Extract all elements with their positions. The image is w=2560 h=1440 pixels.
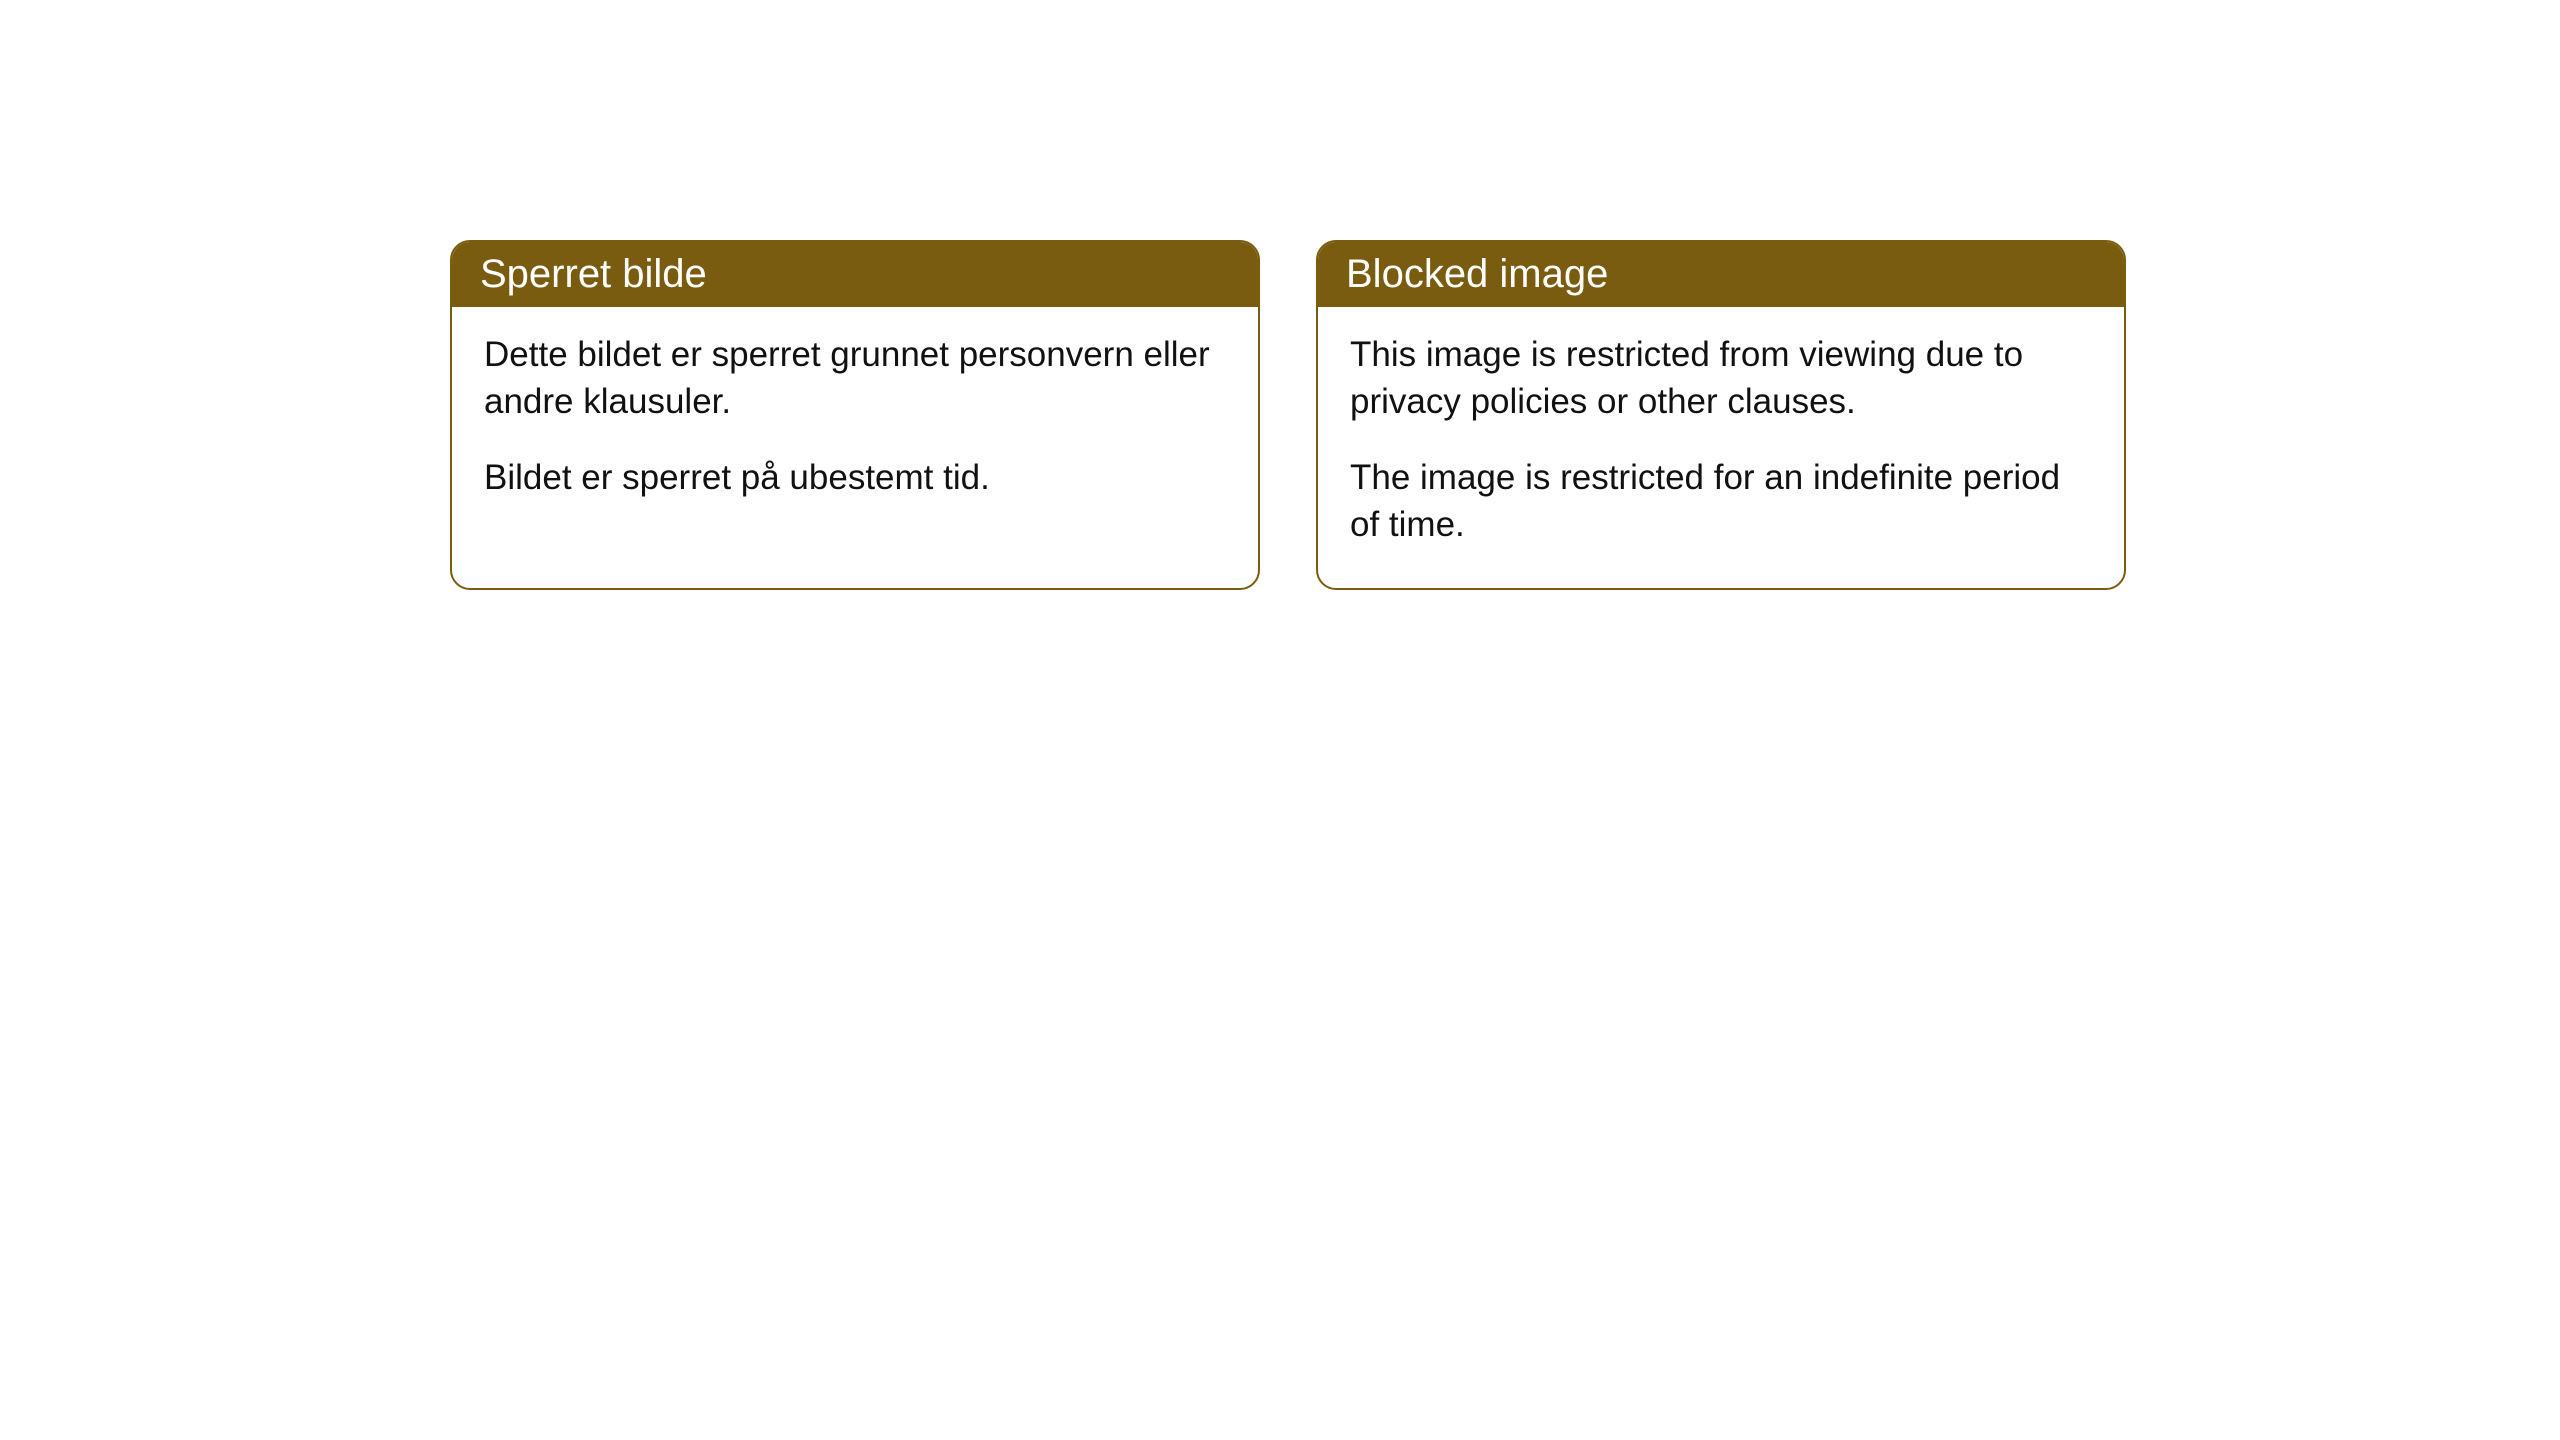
card-header-english: Blocked image xyxy=(1318,242,2124,307)
card-header-norwegian: Sperret bilde xyxy=(452,242,1258,307)
card-body-norwegian: Dette bildet er sperret grunnet personve… xyxy=(452,307,1258,541)
card-paragraph: This image is restricted from viewing du… xyxy=(1350,331,2092,426)
card-paragraph: The image is restricted for an indefinit… xyxy=(1350,454,2092,549)
notice-card-english: Blocked image This image is restricted f… xyxy=(1316,240,2126,590)
card-paragraph: Bildet er sperret på ubestemt tid. xyxy=(484,454,1226,501)
notice-card-norwegian: Sperret bilde Dette bildet er sperret gr… xyxy=(450,240,1260,590)
card-paragraph: Dette bildet er sperret grunnet personve… xyxy=(484,331,1226,426)
card-title: Sperret bilde xyxy=(480,252,707,296)
card-body-english: This image is restricted from viewing du… xyxy=(1318,307,2124,588)
card-title: Blocked image xyxy=(1346,252,1608,296)
notice-container: Sperret bilde Dette bildet er sperret gr… xyxy=(450,240,2126,590)
